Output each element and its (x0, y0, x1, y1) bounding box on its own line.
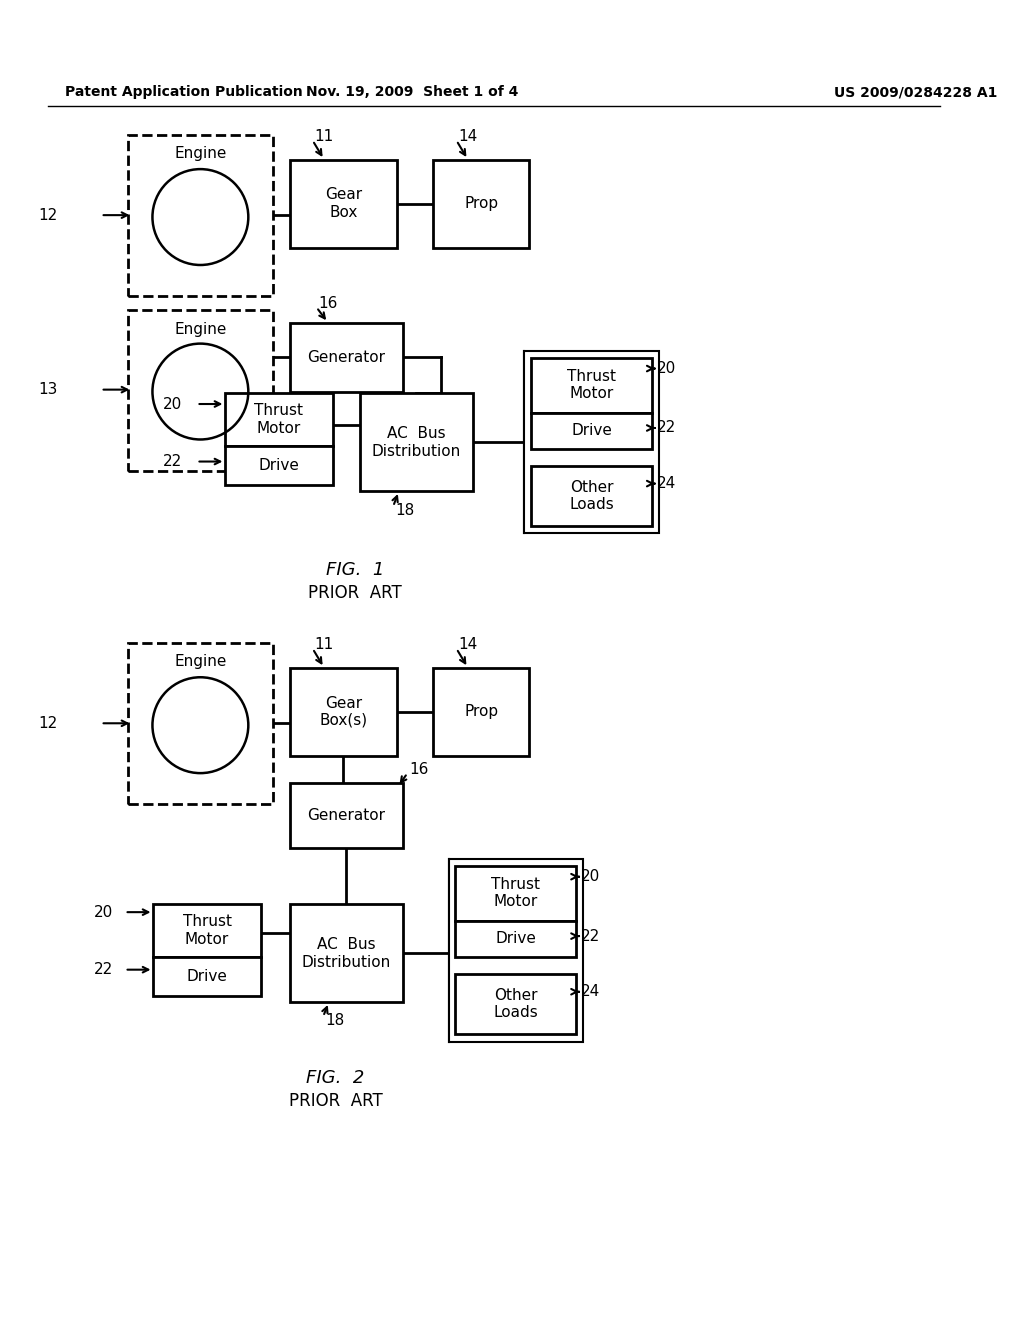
Text: Other
Loads: Other Loads (569, 480, 614, 512)
Text: 14: 14 (459, 638, 477, 652)
FancyBboxPatch shape (531, 413, 652, 449)
Text: 20: 20 (94, 904, 113, 920)
Text: 16: 16 (410, 762, 429, 776)
FancyBboxPatch shape (456, 974, 577, 1034)
Text: 22: 22 (163, 454, 182, 469)
Text: Thrust
Motor: Thrust Motor (492, 876, 541, 909)
Text: Generator: Generator (307, 350, 385, 364)
Text: 20: 20 (581, 869, 600, 884)
Text: Prop: Prop (464, 197, 499, 211)
FancyBboxPatch shape (433, 668, 529, 756)
Text: 22: 22 (656, 421, 676, 436)
FancyBboxPatch shape (433, 160, 529, 248)
Text: Drive: Drive (496, 932, 537, 946)
Text: 20: 20 (163, 396, 182, 412)
FancyBboxPatch shape (290, 160, 397, 248)
Text: Thrust
Motor: Thrust Motor (182, 915, 231, 946)
FancyBboxPatch shape (154, 904, 261, 957)
Text: 18: 18 (395, 503, 415, 517)
Text: 22: 22 (94, 962, 113, 977)
Text: 12: 12 (38, 715, 57, 731)
Text: Drive: Drive (186, 969, 227, 983)
Text: 16: 16 (318, 296, 338, 310)
FancyBboxPatch shape (225, 393, 333, 446)
Text: Drive: Drive (259, 458, 299, 473)
FancyBboxPatch shape (456, 866, 577, 921)
Text: Engine: Engine (174, 322, 226, 337)
Text: 24: 24 (656, 477, 676, 491)
FancyBboxPatch shape (225, 446, 333, 484)
Text: PRIOR  ART: PRIOR ART (308, 583, 401, 602)
FancyBboxPatch shape (290, 322, 402, 392)
Text: 11: 11 (314, 638, 334, 652)
Text: 18: 18 (325, 1012, 344, 1028)
Text: Gear
Box: Gear Box (325, 187, 361, 220)
Text: FIG.  2: FIG. 2 (306, 1069, 365, 1086)
Text: PRIOR  ART: PRIOR ART (289, 1092, 382, 1110)
FancyBboxPatch shape (290, 668, 397, 756)
Text: Engine: Engine (174, 147, 226, 161)
Text: FIG.  1: FIG. 1 (326, 561, 384, 579)
FancyBboxPatch shape (128, 643, 273, 804)
Text: 14: 14 (459, 129, 477, 144)
Text: AC  Bus
Distribution: AC Bus Distribution (372, 426, 461, 458)
FancyBboxPatch shape (290, 904, 402, 1002)
Text: Generator: Generator (307, 808, 385, 822)
FancyBboxPatch shape (290, 783, 402, 847)
FancyBboxPatch shape (154, 957, 261, 995)
Text: Engine: Engine (174, 655, 226, 669)
Text: 24: 24 (581, 985, 600, 999)
Text: 12: 12 (38, 207, 57, 223)
FancyBboxPatch shape (128, 135, 273, 296)
Text: Nov. 19, 2009  Sheet 1 of 4: Nov. 19, 2009 Sheet 1 of 4 (306, 86, 518, 99)
FancyBboxPatch shape (456, 921, 577, 957)
FancyBboxPatch shape (531, 466, 652, 525)
Text: Thrust
Motor: Thrust Motor (567, 368, 616, 401)
FancyBboxPatch shape (524, 351, 658, 533)
Text: Other
Loads: Other Loads (494, 987, 539, 1020)
Text: US 2009/0284228 A1: US 2009/0284228 A1 (835, 86, 997, 99)
Text: Patent Application Publication: Patent Application Publication (66, 86, 303, 99)
Text: 20: 20 (656, 362, 676, 376)
Text: Thrust
Motor: Thrust Motor (255, 403, 303, 436)
Text: 11: 11 (314, 129, 334, 144)
Text: Gear
Box(s): Gear Box(s) (319, 696, 368, 727)
FancyBboxPatch shape (359, 393, 473, 491)
Text: Prop: Prop (464, 705, 499, 719)
FancyBboxPatch shape (531, 358, 652, 413)
Text: AC  Bus
Distribution: AC Bus Distribution (301, 937, 391, 970)
Text: Drive: Drive (571, 424, 612, 438)
Text: 13: 13 (38, 381, 57, 397)
FancyBboxPatch shape (128, 310, 273, 471)
Text: 22: 22 (581, 929, 600, 944)
FancyBboxPatch shape (449, 859, 583, 1041)
